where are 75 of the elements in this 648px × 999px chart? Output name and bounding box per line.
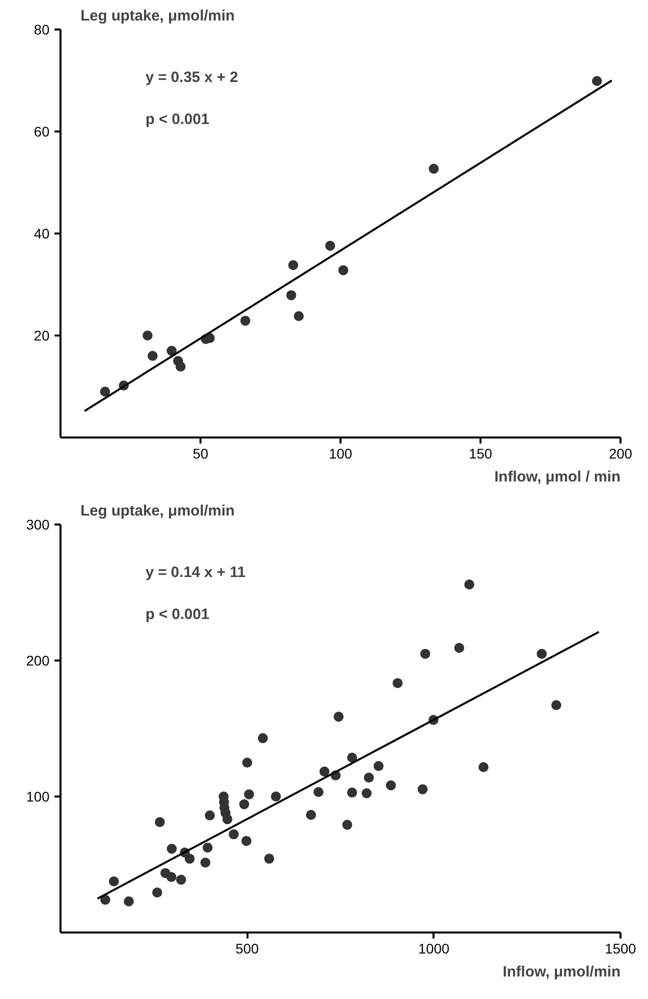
x-tick-label: 200 xyxy=(608,446,632,462)
point xyxy=(142,330,153,340)
point xyxy=(166,872,176,882)
point xyxy=(264,854,274,864)
point xyxy=(306,810,316,820)
point xyxy=(286,290,296,300)
annotation: p < 0.001 xyxy=(146,111,210,128)
annotation: y = 0.14 x + 11 xyxy=(146,564,246,581)
point xyxy=(100,386,110,397)
x-tick-label: 100 xyxy=(328,446,352,462)
point xyxy=(347,788,358,798)
y-tick-label: 300 xyxy=(26,516,50,532)
annotation: y = 0.35 x + 2 xyxy=(146,69,238,86)
point xyxy=(386,780,396,790)
point xyxy=(347,752,358,763)
y-axis-title: Leg uptake, μmol/min xyxy=(80,502,235,520)
y-tick-label: 100 xyxy=(26,788,50,804)
point xyxy=(334,712,344,722)
point xyxy=(342,820,352,830)
point xyxy=(478,762,488,772)
annotation: p < 0.001 xyxy=(146,606,210,623)
point xyxy=(154,817,165,828)
point xyxy=(392,678,403,688)
point xyxy=(464,579,474,590)
point xyxy=(241,836,252,846)
point xyxy=(319,766,330,776)
point xyxy=(100,894,110,905)
point xyxy=(239,799,250,810)
point xyxy=(148,350,158,361)
y-tick-label: 60 xyxy=(34,124,50,140)
x-tick-label: 50 xyxy=(192,446,208,462)
point xyxy=(176,874,186,885)
y-tick-label: 20 xyxy=(34,328,50,344)
x-axis-title: Inflow, μmol/min xyxy=(502,964,620,980)
point xyxy=(202,842,213,853)
x-tick-label: 150 xyxy=(468,446,492,462)
point xyxy=(551,700,562,710)
point xyxy=(418,784,428,794)
y-tick-label: 200 xyxy=(26,652,50,668)
point xyxy=(166,346,177,356)
x-tick-label: 500 xyxy=(235,940,260,956)
x-tick-label: 1500 xyxy=(604,940,636,956)
point xyxy=(294,311,304,322)
y-tick-label: 40 xyxy=(34,226,50,242)
point xyxy=(244,789,254,800)
point xyxy=(362,788,372,798)
point xyxy=(338,265,348,276)
point xyxy=(270,792,281,802)
point xyxy=(288,260,298,270)
point xyxy=(374,761,384,772)
point xyxy=(313,787,324,798)
point xyxy=(176,362,186,372)
point xyxy=(325,240,336,251)
point xyxy=(240,316,250,326)
point xyxy=(454,642,464,653)
point xyxy=(364,772,374,783)
point xyxy=(536,648,547,659)
point xyxy=(428,164,439,174)
point xyxy=(592,76,602,86)
point xyxy=(258,733,268,744)
point xyxy=(184,854,195,864)
x-tick-label: 1000 xyxy=(418,940,450,956)
point xyxy=(420,648,430,659)
y-axis-title: Leg uptake, μmol/min xyxy=(80,8,235,24)
point xyxy=(200,858,210,868)
point xyxy=(152,888,162,898)
point xyxy=(204,810,215,820)
point xyxy=(108,876,119,886)
point xyxy=(222,814,232,824)
x-axis-title: Inflow, μmol / min xyxy=(494,468,621,486)
y-tick-label: 80 xyxy=(34,22,50,38)
point xyxy=(166,844,177,854)
point xyxy=(124,896,134,906)
point xyxy=(228,829,239,840)
point xyxy=(242,758,252,768)
